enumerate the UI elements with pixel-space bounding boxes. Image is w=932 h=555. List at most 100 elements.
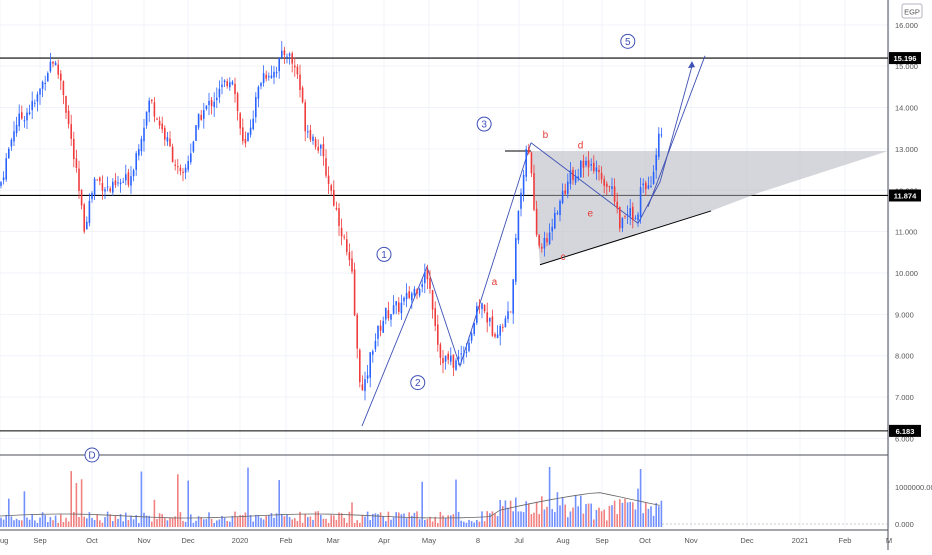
wave-label-circle — [84, 447, 100, 463]
volume-bar — [530, 514, 533, 527]
volume-bar — [522, 512, 525, 527]
candle-body — [278, 58, 280, 72]
candle-body — [457, 356, 460, 360]
candle-body — [335, 207, 338, 210]
candle-body — [249, 127, 252, 135]
volume-bar — [148, 515, 150, 527]
candle-body — [281, 50, 283, 58]
candle-body — [658, 133, 660, 158]
candle-body — [496, 334, 499, 339]
projection-line-2 — [647, 55, 706, 207]
wave-label-text: 2 — [415, 378, 421, 389]
candle-body — [153, 102, 156, 117]
candle-body — [330, 185, 332, 191]
volume-bar — [299, 511, 301, 527]
candle-body — [117, 182, 119, 184]
volume-bar — [619, 499, 621, 527]
candle-body — [320, 145, 322, 149]
candle-body — [52, 61, 54, 64]
currency-badge-box[interactable] — [901, 3, 923, 19]
volume-bar — [117, 518, 119, 527]
volume-bar — [382, 516, 384, 527]
wave-label-circle — [620, 33, 636, 49]
candle-body — [164, 127, 166, 140]
volume-bar — [398, 512, 400, 527]
candle-body — [143, 127, 145, 142]
volume-bar — [457, 511, 460, 527]
time-tick-label: Oct — [86, 536, 99, 545]
candle-body — [382, 320, 384, 333]
price-tick-label: 10.000 — [895, 269, 918, 278]
candle-body — [10, 139, 13, 147]
volume-bar — [70, 471, 72, 527]
volume-bar — [359, 522, 361, 527]
candle-body — [34, 102, 36, 104]
volume-bar — [192, 522, 195, 527]
price-tick-label: 13.000 — [895, 145, 918, 154]
candle-body — [140, 138, 143, 152]
candle-body — [8, 148, 10, 159]
volume-bar — [184, 521, 187, 527]
time-tick-label: Oct — [639, 536, 652, 545]
currency-badge[interactable]: EGP — [904, 8, 920, 17]
volume-bar — [418, 519, 421, 527]
volume-bar — [577, 506, 579, 527]
candle-body — [530, 152, 533, 174]
candle-body — [192, 141, 195, 152]
volume-bar — [390, 519, 392, 527]
volume-bar — [533, 512, 535, 527]
candle-body — [421, 284, 423, 288]
candle-body — [23, 120, 26, 122]
price-tick-label: 9.000 — [895, 310, 914, 319]
candle-body — [374, 340, 377, 350]
candle-body — [502, 326, 504, 328]
candle-body — [361, 384, 364, 391]
candle-body — [520, 192, 522, 209]
volume-bar — [265, 515, 267, 527]
candle-body — [535, 208, 538, 235]
volume-bar — [330, 515, 332, 527]
volume-bar — [218, 519, 221, 527]
candle-body — [296, 66, 299, 75]
volume-bar — [403, 513, 405, 527]
candle-body — [587, 160, 590, 168]
candle-body — [455, 360, 457, 370]
volume-bar — [47, 522, 49, 527]
candle-body — [424, 272, 426, 284]
volume-bar — [322, 518, 325, 527]
candle-body — [283, 50, 286, 55]
volume-bar — [223, 517, 226, 527]
candle-body — [13, 131, 15, 142]
volume-bar — [374, 513, 377, 527]
volume-bar — [80, 479, 83, 527]
candle-body — [301, 87, 304, 103]
candle-body — [265, 74, 267, 79]
candle-body — [161, 123, 163, 130]
volume-bar — [525, 501, 527, 527]
candle-body — [359, 349, 361, 383]
candle-body — [75, 158, 78, 169]
volume-bar — [504, 500, 507, 527]
volume-bar — [208, 512, 210, 527]
volume-bar — [273, 517, 275, 527]
candle-body — [190, 153, 192, 163]
volume-bar — [75, 483, 78, 527]
volume-bar — [122, 521, 124, 527]
wave-label-d: d — [578, 140, 584, 151]
candle-body — [447, 353, 449, 360]
candle-body — [223, 80, 226, 83]
volume-bar — [468, 519, 470, 527]
candle-body — [340, 227, 343, 237]
candle-body — [556, 212, 559, 214]
candle-body — [385, 308, 387, 320]
volume-bar — [26, 517, 28, 527]
volume-bar — [15, 518, 18, 527]
volume-bar — [101, 522, 104, 527]
volume-bar — [125, 512, 127, 527]
volume-bar — [244, 512, 247, 527]
candle-body — [21, 112, 23, 119]
volume-bar — [369, 520, 371, 527]
volume-bar — [632, 502, 634, 527]
volume-bar — [286, 514, 288, 527]
